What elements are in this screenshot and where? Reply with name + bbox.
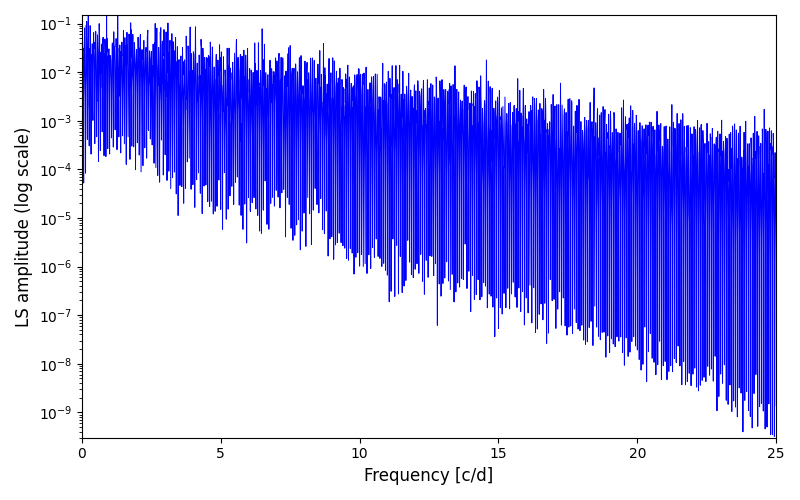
Y-axis label: LS amplitude (log scale): LS amplitude (log scale) — [15, 126, 33, 326]
X-axis label: Frequency [c/d]: Frequency [c/d] — [364, 467, 494, 485]
